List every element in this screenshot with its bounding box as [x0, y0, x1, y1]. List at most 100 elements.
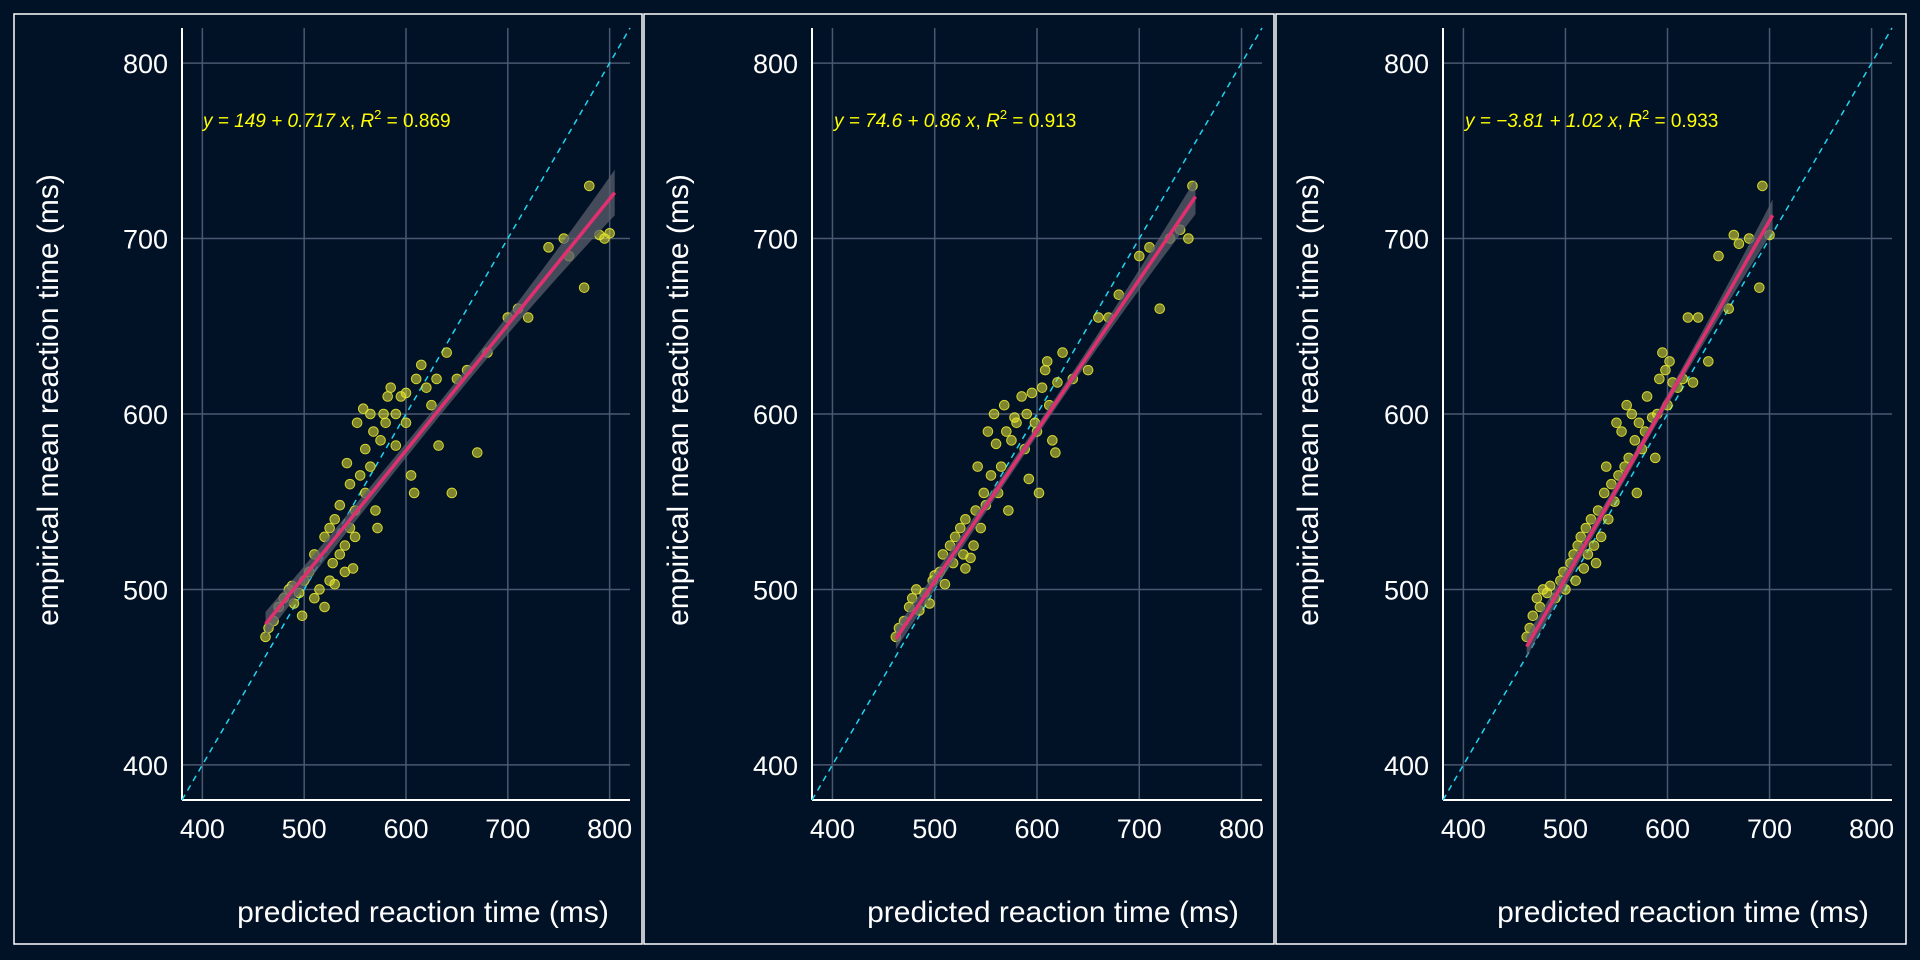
- data-point: [390, 440, 402, 451]
- regression-line: [264, 191, 617, 626]
- data-point: [1687, 377, 1699, 388]
- data-point: [380, 417, 391, 429]
- y-tick-label: 500: [123, 575, 168, 605]
- data-point: [1527, 610, 1539, 622]
- panel-3-y-axis-title: empirical mean reaction time (ms): [1292, 174, 1325, 626]
- data-point: [968, 540, 979, 551]
- data-point: [365, 461, 376, 472]
- data-point: [1590, 557, 1602, 569]
- data-point: [1629, 435, 1641, 446]
- data-point: [522, 312, 534, 323]
- data-point: [1633, 417, 1645, 429]
- y-tick-label: 800: [753, 49, 798, 79]
- data-point: [471, 447, 483, 458]
- y-tick-label: 700: [753, 225, 798, 255]
- data-point: [985, 470, 997, 481]
- x-tick-label: 500: [282, 814, 327, 844]
- x-tick-label: 700: [1117, 814, 1162, 844]
- data-point: [327, 557, 338, 569]
- data-point: [1011, 417, 1022, 429]
- data-point: [329, 513, 341, 525]
- panel-2-equation: y = 74.6 + 0.86 x, R2 = 0.913: [832, 107, 1076, 132]
- data-point: [1057, 347, 1068, 358]
- data-point: [1026, 387, 1038, 399]
- data-point: [1036, 382, 1048, 393]
- x-tick-label: 700: [1747, 814, 1792, 844]
- x-tick-label: 700: [485, 814, 530, 844]
- data-point: [1703, 356, 1714, 367]
- data-point: [446, 487, 458, 499]
- y-tick-label: 500: [1384, 575, 1429, 605]
- y-tick-label: 800: [123, 49, 168, 79]
- data-point: [365, 408, 376, 420]
- data-point: [1616, 426, 1627, 437]
- x-tick-label: 500: [912, 814, 957, 844]
- x-tick-label: 400: [180, 814, 225, 844]
- data-point: [370, 505, 381, 516]
- data-point: [441, 347, 453, 358]
- data-point: [978, 487, 990, 499]
- data-point: [378, 408, 389, 420]
- data-point: [937, 549, 949, 560]
- data-point: [1183, 233, 1194, 244]
- data-point: [372, 522, 383, 534]
- data-point: [390, 408, 402, 420]
- data-point: [314, 584, 325, 595]
- panel-3-x-tick-labels: 400 500 600 700 800: [1441, 814, 1894, 844]
- data-point: [1598, 487, 1610, 499]
- data-point: [347, 563, 359, 574]
- panel-1: 400 500 600 700 800 400 500 600 700 800 y = 149 …: [13, 13, 643, 945]
- data-point: [1600, 461, 1612, 472]
- panel-1-equation: y = 149 + 0.717 x, R2 = 0.869: [201, 107, 451, 132]
- x-tick-label: 400: [810, 814, 855, 844]
- data-point: [975, 522, 987, 534]
- data-point: [357, 403, 369, 415]
- data-point: [341, 457, 353, 469]
- data-point: [1041, 356, 1053, 367]
- panel-1-frame: [13, 13, 643, 945]
- y-tick-label: 700: [1384, 225, 1429, 255]
- regression-line: [894, 195, 1197, 640]
- data-point: [1578, 563, 1590, 574]
- data-point: [344, 478, 356, 490]
- data-point: [359, 443, 371, 455]
- data-point: [949, 531, 961, 543]
- data-point: [382, 391, 393, 402]
- panel-3-gridlines: [1443, 28, 1892, 800]
- y-tick-label: 400: [123, 751, 168, 781]
- data-point: [583, 180, 595, 192]
- data-point: [1003, 505, 1014, 516]
- data-point: [368, 426, 379, 437]
- panel-1-x-axis-title: predicted reaction time (ms): [237, 896, 609, 929]
- y-tick-label: 700: [123, 225, 168, 255]
- data-point: [1611, 417, 1622, 429]
- data-point: [990, 438, 1002, 450]
- data-point: [1754, 282, 1765, 293]
- y-tick-label: 600: [1384, 400, 1429, 430]
- data-point: [960, 513, 971, 525]
- x-tick-label: 500: [1543, 814, 1588, 844]
- data-point: [1713, 250, 1724, 262]
- data-point: [309, 592, 320, 604]
- data-point: [1649, 452, 1661, 464]
- panel-1-gridlines: [182, 28, 630, 800]
- panel-1-y-axis-title: empirical mean reaction time (ms): [32, 174, 65, 626]
- y-tick-label: 400: [753, 751, 798, 781]
- data-point: [1033, 487, 1045, 499]
- panel-3-x-axis-title: predicted reaction time (ms): [1497, 896, 1869, 929]
- data-point: [960, 563, 971, 574]
- panel-2-plot-area: [811, 27, 1263, 801]
- data-point: [998, 399, 1010, 411]
- data-point: [385, 382, 397, 393]
- data-point: [354, 470, 366, 481]
- panel-3: 400 500 600 700 800 400 500 600 700 800 y = −3.8…: [1275, 13, 1907, 945]
- identity-line: [1442, 27, 1893, 801]
- panel-2-y-axis-title: empirical mean reaction time (ms): [662, 174, 695, 626]
- identity-line: [811, 27, 1263, 801]
- panel-1-x-tick-labels: 400 500 600 700 800: [180, 814, 632, 844]
- data-point: [1626, 408, 1638, 420]
- data-point: [1657, 347, 1668, 358]
- x-tick-label: 600: [1645, 814, 1690, 844]
- panel-3-equation: y = −3.81 + 1.02 x, R2 = 0.933: [1463, 107, 1718, 132]
- panel-1-y-tick-labels: 400 500 600 700 800: [123, 49, 168, 781]
